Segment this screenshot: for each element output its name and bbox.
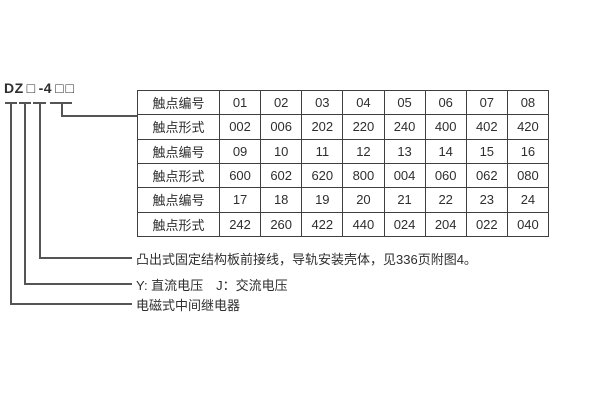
table-cell: 220	[342, 114, 385, 140]
table-cell: 06	[424, 89, 467, 116]
callout-line-contact-table-vertical	[61, 102, 63, 117]
table-cell: 20	[342, 187, 385, 213]
table-row: 触点编号 17 18 19 20 21 22 23 24	[137, 187, 550, 213]
model-code: DZ □ -4 □□	[4, 80, 76, 96]
table-cell: 800	[342, 162, 385, 189]
row-header-cell: 触点形式	[137, 114, 220, 140]
table-cell: 14	[424, 138, 467, 164]
table-cell: 400	[424, 114, 467, 140]
table-cell: 04	[342, 89, 385, 116]
table-cell: 09	[218, 138, 262, 164]
table-cell: 004	[383, 162, 426, 189]
table-cell: 602	[260, 162, 303, 189]
table-cell: 23	[465, 187, 508, 213]
table-cell: 202	[301, 114, 344, 140]
callout-line-mounting-horizontal	[39, 257, 132, 259]
callout-line-contact-table-horizontal	[61, 115, 138, 117]
callout-line-voltage-horizontal	[24, 283, 132, 285]
table-cell: 204	[424, 211, 467, 238]
table-cell: 02	[260, 89, 303, 116]
table-cell: 13	[383, 138, 426, 164]
callout-label-voltage: Y: 直流电压 J：交流电压	[136, 278, 288, 293]
table-cell: 07	[465, 89, 508, 116]
row-header-cell: 触点形式	[137, 162, 220, 189]
table-cell: 402	[465, 114, 508, 140]
contact-code-table: 触点编号 01 02 03 04 05 06 07 08 触点形式 002 00…	[137, 89, 550, 238]
table-cell: 24	[506, 187, 550, 213]
table-cell: 006	[260, 114, 303, 140]
table-cell: 12	[342, 138, 385, 164]
table-cell: 440	[342, 211, 385, 238]
table-cell: 17	[218, 187, 262, 213]
callout-label-mounting: 凸出式固定结构板前接线，导轨安装壳体，见336页附图4。	[136, 252, 477, 267]
callout-line-relay-type-horizontal	[10, 303, 132, 305]
table-cell: 002	[218, 114, 262, 140]
model-code-prefix: DZ	[4, 80, 24, 96]
table-cell: 022	[465, 211, 508, 238]
table-cell: 080	[506, 162, 550, 189]
callout-line-relay-type-vertical	[10, 102, 12, 305]
table-cell: 024	[383, 211, 426, 238]
row-header-cell: 触点编号	[137, 89, 220, 116]
table-cell: 600	[218, 162, 262, 189]
table-cell: 260	[260, 211, 303, 238]
row-header-cell: 触点形式	[137, 211, 220, 238]
callout-line-voltage-vertical	[24, 102, 26, 285]
model-code-contact-boxes: □□	[55, 80, 77, 96]
table-row: 触点形式 242 260 422 440 024 204 022 040	[137, 211, 550, 238]
row-header-cell: 触点编号	[137, 187, 220, 213]
table-cell: 19	[301, 187, 344, 213]
table-cell: 03	[301, 89, 344, 116]
table-cell: 15	[465, 138, 508, 164]
table-cell: 08	[506, 89, 550, 116]
table-row: 触点形式 600 602 620 800 004 060 062 080	[137, 162, 550, 189]
table-cell: 242	[218, 211, 262, 238]
table-cell: 040	[506, 211, 550, 238]
table-cell: 060	[424, 162, 467, 189]
table-cell: 22	[424, 187, 467, 213]
table-cell: 062	[465, 162, 508, 189]
table-cell: 420	[506, 114, 550, 140]
table-row: 触点形式 002 006 202 220 240 400 402 420	[137, 114, 550, 140]
table-cell: 422	[301, 211, 344, 238]
table-cell: 16	[506, 138, 550, 164]
callout-label-relay-type: 电磁式中间继电器	[136, 298, 241, 313]
table-cell: 620	[301, 162, 344, 189]
callout-line-mounting-vertical	[39, 102, 41, 259]
table-cell: 10	[260, 138, 303, 164]
table-cell: 01	[218, 89, 262, 116]
table-cell: 18	[260, 187, 303, 213]
table-row: 触点编号 09 10 11 12 13 14 15 16	[137, 138, 550, 164]
table-cell: 240	[383, 114, 426, 140]
table-cell: 11	[301, 138, 344, 164]
row-header-cell: 触点编号	[137, 138, 220, 164]
model-code-series-number: -4	[38, 80, 53, 96]
table-row: 触点编号 01 02 03 04 05 06 07 08	[137, 89, 550, 116]
model-code-structure-box: □	[26, 80, 36, 96]
table-cell: 21	[383, 187, 426, 213]
table-cell: 05	[383, 89, 426, 116]
